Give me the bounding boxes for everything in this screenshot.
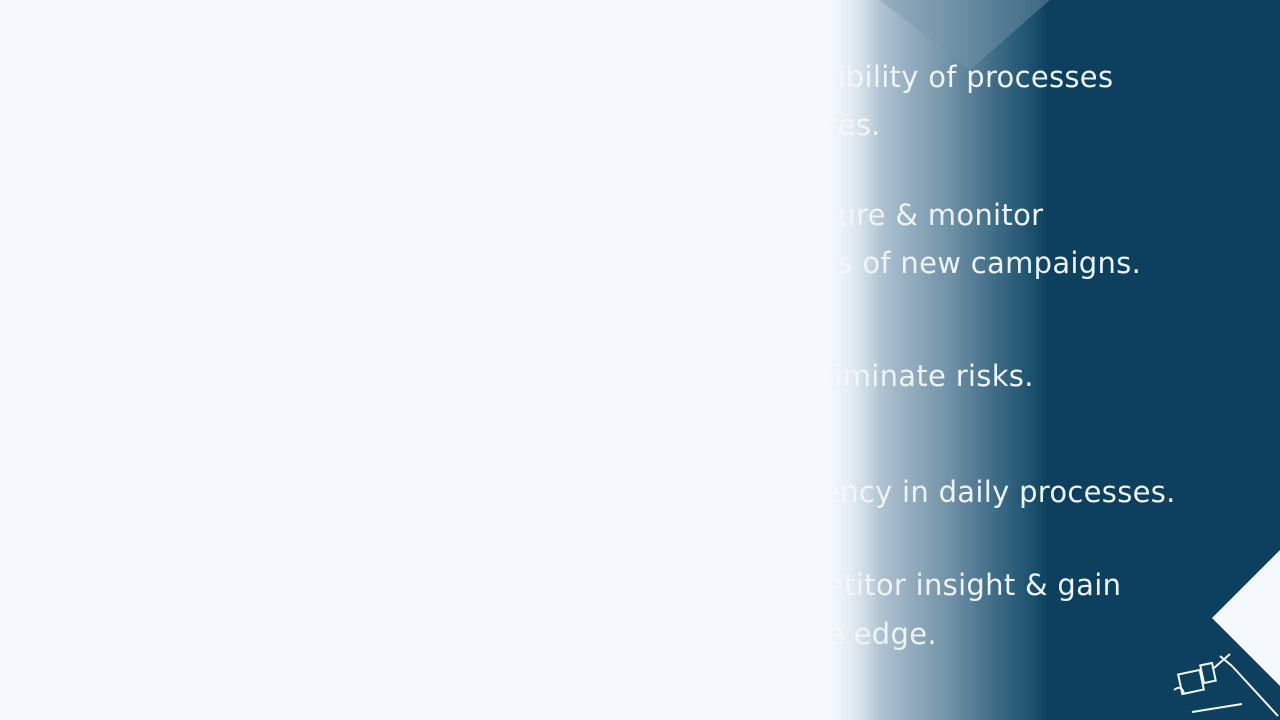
- bullet-line-1: sibility of processes: [822, 60, 1114, 94]
- diagonal-wedge-decoration: [880, 0, 1050, 70]
- bullet-line-7: etitor insight & gain: [826, 568, 1122, 602]
- satellite-icon: [1173, 653, 1279, 717]
- bullet-line-4: ss of new campaigns.: [822, 246, 1142, 280]
- bullet-line-6: ency in daily processes.: [822, 475, 1176, 509]
- triangle-decoration: [1212, 550, 1280, 686]
- bullet-line-8: e edge.: [826, 617, 937, 651]
- bullet-line-2: res.: [826, 108, 881, 142]
- bullet-line-5: liminate risks.: [826, 359, 1034, 393]
- bullet-line-3: sure & monitor: [822, 198, 1044, 232]
